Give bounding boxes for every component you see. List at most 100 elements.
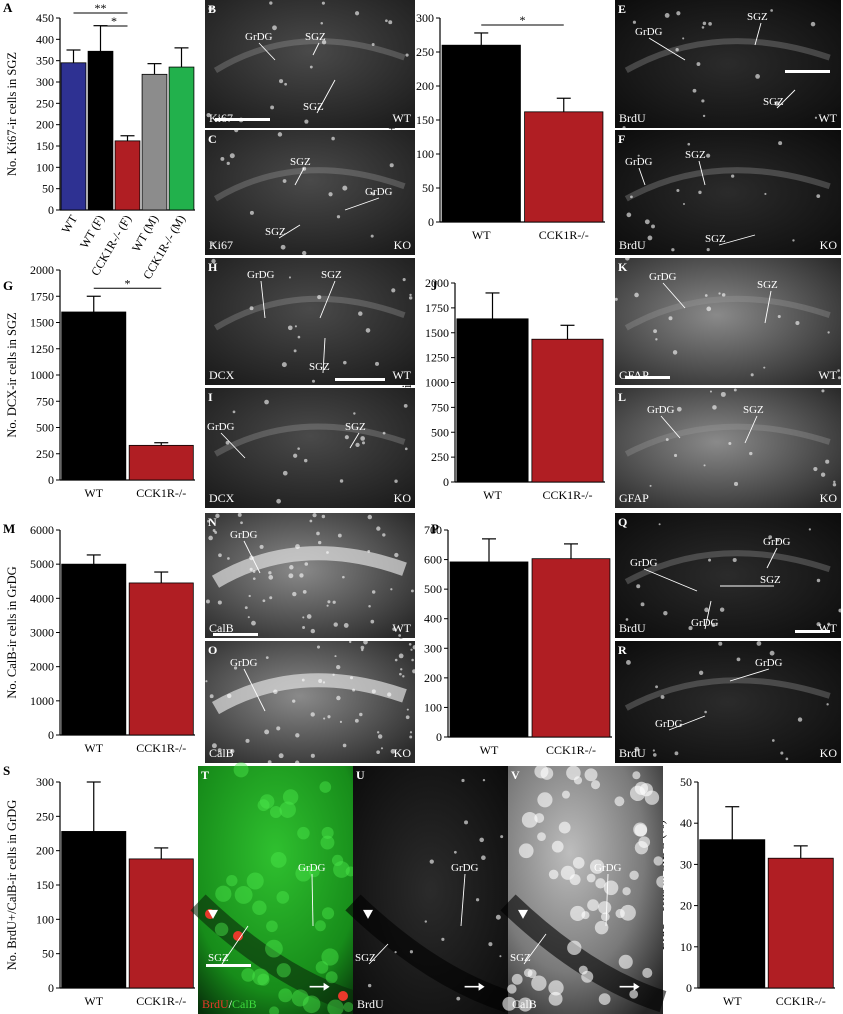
- cell: [558, 821, 571, 834]
- cell: [676, 188, 680, 193]
- scale-bar: [213, 633, 258, 636]
- cell: [293, 453, 298, 458]
- cell: [814, 116, 818, 119]
- region-label: SGZ: [309, 361, 330, 373]
- region-pointer: [460, 873, 466, 927]
- cell: [389, 163, 394, 168]
- stain-label: BrdU: [619, 621, 646, 635]
- cell: [719, 607, 725, 612]
- cell: [392, 627, 396, 631]
- panel-letter: K: [618, 260, 628, 274]
- cell: [499, 955, 502, 958]
- scale-bar: [625, 376, 670, 379]
- chart-j: J025050075010001250150017502000No. GFAP-…: [400, 276, 605, 502]
- region-pointer: [668, 715, 706, 731]
- micrograph-e: GrDG SGZ SGZ BrdU WT E: [615, 0, 841, 130]
- cell: [706, 306, 712, 312]
- cell: [712, 405, 717, 410]
- x-tick-label: CCK1R-/-: [539, 228, 589, 242]
- bar: [524, 111, 604, 223]
- cell: [409, 731, 413, 734]
- region-label: GrDG: [245, 31, 273, 43]
- cell: [534, 764, 549, 779]
- region-label: SGZ: [305, 31, 326, 43]
- panel-letter: H: [208, 260, 218, 274]
- cell: [777, 315, 781, 319]
- cell: [640, 602, 645, 607]
- cell: [409, 735, 413, 739]
- panel-letter: O: [208, 643, 217, 657]
- region-pointer: [523, 933, 547, 965]
- cell: [655, 338, 658, 341]
- y-tick-label: 200: [424, 671, 442, 685]
- region-label: GrDG: [649, 271, 677, 283]
- y-tick-label: 250: [416, 45, 434, 59]
- cell: [294, 325, 297, 328]
- cell: [205, 599, 210, 604]
- region-pointer: [368, 943, 389, 965]
- granule-layer: [211, 546, 407, 588]
- cell: [833, 480, 836, 484]
- region-label: GrDG: [207, 421, 235, 433]
- cell: [269, 596, 273, 600]
- bar: [114, 140, 141, 211]
- cell: [813, 466, 818, 472]
- cell: [211, 242, 215, 245]
- cell: [289, 565, 294, 570]
- hilus-edge: [190, 894, 357, 1013]
- panel-letter-a: A: [3, 0, 13, 15]
- cell: [387, 692, 392, 697]
- cell: [527, 969, 537, 979]
- cell: [638, 836, 651, 848]
- micrograph-image: [205, 258, 415, 385]
- cell: [319, 781, 332, 793]
- cell: [614, 796, 625, 807]
- y-tick-label: 500: [431, 425, 449, 439]
- cell: [284, 82, 287, 86]
- chart-w: W01020304050BrdU+/CalB coex cells /BrdU+…: [639, 763, 835, 1008]
- cell: [322, 681, 326, 684]
- genotype-label: KO: [820, 238, 838, 252]
- cell: [249, 306, 254, 311]
- cell: [586, 873, 596, 883]
- y-tick-label: 750: [36, 394, 54, 408]
- cell: [309, 519, 313, 523]
- micrograph-image: [615, 513, 841, 638]
- x-tick-label: CCK1R-/-: [136, 486, 186, 500]
- region-pointer: [221, 925, 249, 965]
- cell: [321, 40, 327, 45]
- cell: [380, 747, 384, 750]
- cell: [320, 835, 335, 850]
- cell: [531, 975, 547, 991]
- y-tick-label: 0: [48, 728, 54, 742]
- cell: [500, 835, 504, 839]
- cell: [704, 710, 707, 714]
- cell: [837, 369, 841, 373]
- cell: [334, 655, 337, 658]
- region-label: GrDG: [298, 862, 326, 874]
- cell: [768, 535, 773, 540]
- region-pointer: [322, 337, 326, 374]
- bar: [699, 839, 766, 989]
- region-label: SGZ: [760, 574, 781, 586]
- granule-layer: [624, 295, 831, 331]
- cell: [770, 9, 773, 12]
- y-axis-label: No. Ki67-ir cells in SGZ: [5, 52, 19, 176]
- cell: [391, 288, 396, 293]
- cell: [816, 622, 821, 627]
- cell: [240, 521, 243, 525]
- cell: [299, 573, 304, 578]
- genotype-label: KO: [820, 491, 838, 505]
- cell: [632, 771, 641, 780]
- cell: [385, 19, 388, 23]
- region-label: SGZ: [705, 233, 726, 245]
- cell: [371, 590, 376, 594]
- cell: [328, 192, 333, 197]
- bar: [128, 858, 194, 989]
- cell: [629, 989, 639, 999]
- y-tick-label: 1750: [425, 301, 449, 315]
- hilus-edge: [500, 894, 667, 1013]
- region-pointer: [729, 668, 770, 682]
- granule-layer: [624, 423, 831, 457]
